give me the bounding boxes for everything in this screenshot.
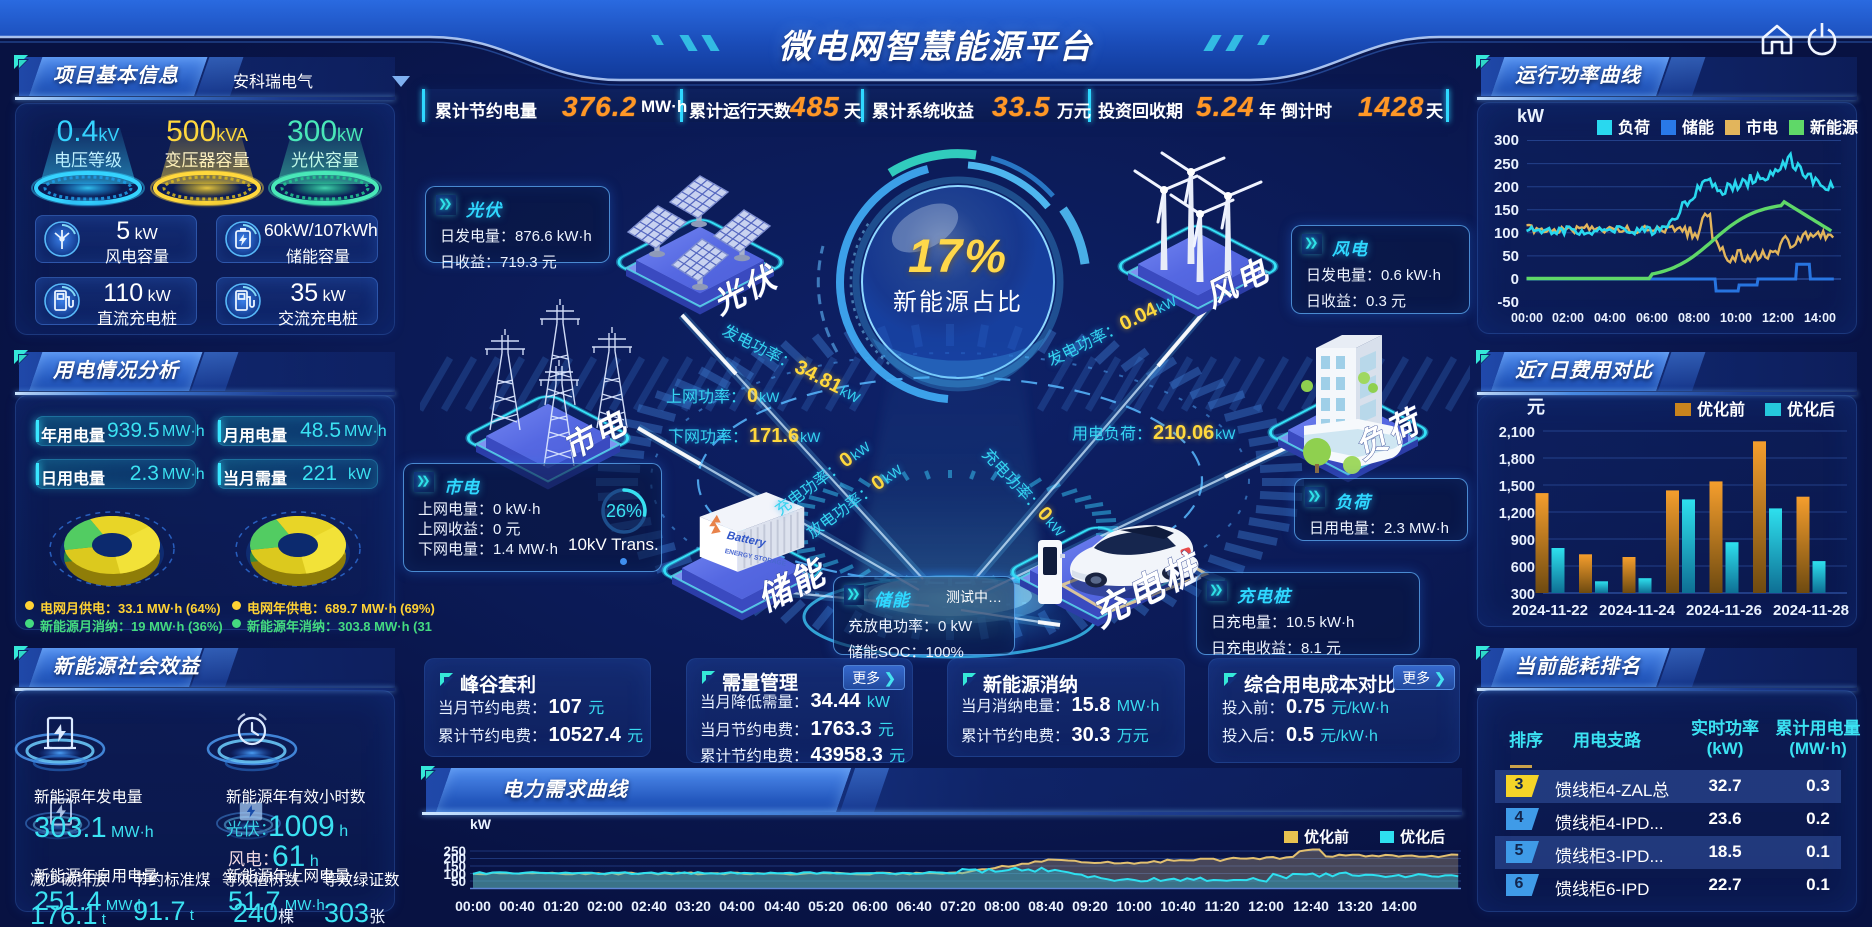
svg-text:04:00: 04:00: [719, 898, 755, 914]
svg-text:2024-11-28: 2024-11-28: [1773, 602, 1849, 619]
svg-text:11:20: 11:20: [1204, 898, 1239, 914]
svg-text:00:00: 00:00: [1511, 311, 1543, 325]
svg-text:100: 100: [443, 867, 466, 882]
svg-text:14:00: 14:00: [1804, 311, 1836, 325]
svg-text:优化后: 优化后: [1400, 828, 1445, 846]
svg-text:09:20: 09:20: [1072, 898, 1108, 914]
svg-text:2024-11-26: 2024-11-26: [1686, 602, 1762, 619]
svg-text:150: 150: [443, 859, 466, 874]
svg-text:02:40: 02:40: [631, 898, 667, 914]
svg-text:2024-11-22: 2024-11-22: [1512, 602, 1588, 619]
svg-text:300: 300: [1494, 132, 1519, 149]
svg-text:02:00: 02:00: [1552, 311, 1584, 325]
svg-text:13:20: 13:20: [1337, 898, 1373, 914]
svg-text:1,800: 1,800: [1499, 452, 1535, 468]
svg-text:-50: -50: [1497, 294, 1519, 311]
svg-text:新能源占比: 新能源占比: [893, 289, 1023, 316]
svg-text:12:00: 12:00: [1762, 311, 1794, 325]
svg-text:600: 600: [1511, 560, 1535, 576]
svg-text:100: 100: [1494, 225, 1519, 242]
svg-text:04:40: 04:40: [764, 898, 800, 914]
svg-text:01:20: 01:20: [543, 898, 579, 914]
svg-text:08:40: 08:40: [1028, 898, 1064, 914]
svg-text:优化前: 优化前: [1697, 400, 1745, 419]
svg-text:优化后: 优化后: [1787, 400, 1835, 419]
svg-text:00:00: 00:00: [455, 898, 491, 914]
svg-text:kW: kW: [470, 816, 492, 832]
svg-text:200: 200: [1494, 179, 1519, 196]
svg-text:04:00: 04:00: [1594, 311, 1626, 325]
svg-text:250: 250: [1494, 156, 1519, 173]
svg-text:kW: kW: [1517, 106, 1544, 126]
svg-text:储能: 储能: [1681, 118, 1714, 137]
svg-text:14:00: 14:00: [1381, 898, 1417, 914]
svg-text:10:00: 10:00: [1720, 311, 1752, 325]
svg-text:1,500: 1,500: [1499, 479, 1535, 495]
svg-text:新能源: 新能源: [1810, 118, 1858, 137]
svg-text:2024-11-24: 2024-11-24: [1599, 602, 1676, 619]
svg-text:200: 200: [443, 851, 466, 866]
svg-text:0: 0: [1511, 271, 1519, 288]
svg-text:900: 900: [1511, 533, 1535, 549]
svg-text:2,100: 2,100: [1499, 425, 1535, 441]
svg-text:10:40: 10:40: [1160, 898, 1196, 914]
svg-text:12:00: 12:00: [1248, 898, 1284, 914]
svg-text:05:20: 05:20: [808, 898, 844, 914]
svg-text:元: 元: [1527, 397, 1545, 417]
svg-text:06:00: 06:00: [852, 898, 888, 914]
svg-text:300: 300: [1511, 587, 1535, 603]
svg-text:06:40: 06:40: [896, 898, 932, 914]
svg-text:07:20: 07:20: [940, 898, 976, 914]
svg-text:08:00: 08:00: [984, 898, 1020, 914]
svg-text:1,200: 1,200: [1499, 506, 1535, 522]
svg-text:00:40: 00:40: [499, 898, 535, 914]
svg-text:12:40: 12:40: [1293, 898, 1329, 914]
svg-text:17%: 17%: [908, 229, 1008, 282]
svg-text:50: 50: [1502, 248, 1519, 265]
svg-text:03:20: 03:20: [675, 898, 711, 914]
svg-text:10:00: 10:00: [1116, 898, 1152, 914]
svg-text:优化前: 优化前: [1304, 828, 1349, 846]
svg-text:06:00: 06:00: [1636, 311, 1668, 325]
svg-text:50: 50: [451, 874, 466, 889]
svg-text:26%: 26%: [606, 501, 642, 521]
svg-text:市电: 市电: [1746, 118, 1778, 137]
svg-text:02:00: 02:00: [587, 898, 623, 914]
svg-text:150: 150: [1494, 202, 1519, 219]
svg-text:负荷: 负荷: [1618, 118, 1650, 137]
svg-text:250: 250: [443, 844, 466, 859]
svg-text:08:00: 08:00: [1678, 311, 1710, 325]
